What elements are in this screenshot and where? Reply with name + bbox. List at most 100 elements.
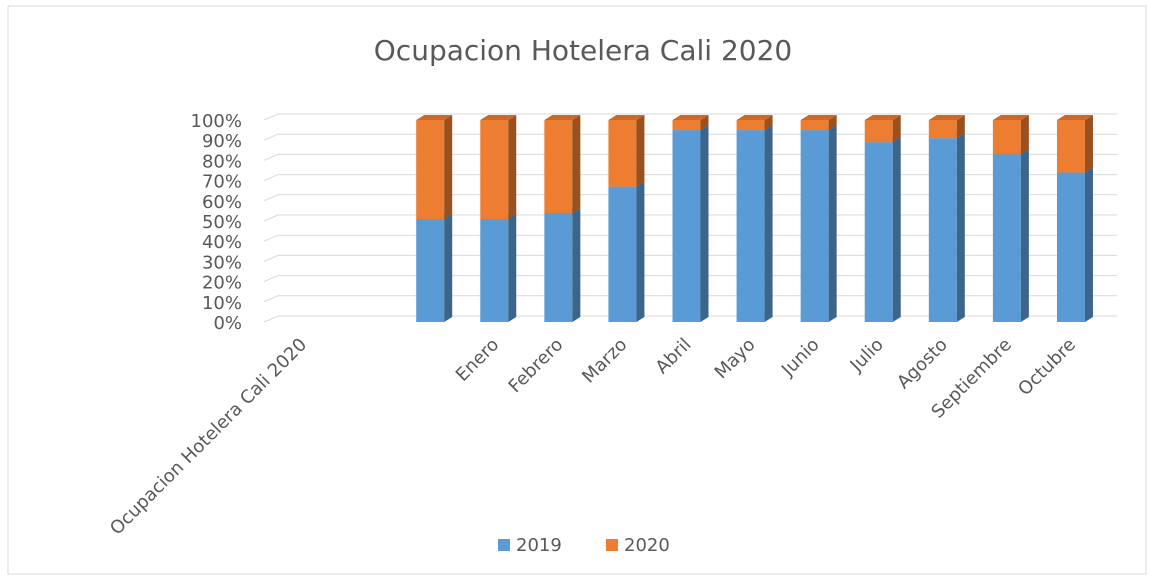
bar-side [508,115,517,219]
grid-line [263,254,1117,262]
bar [800,115,837,131]
grid-line [263,315,1117,323]
bar-side [956,115,965,139]
y-tick-label: 30% [202,252,242,273]
bar [672,115,709,131]
bar-front [736,130,765,322]
bar [864,137,901,322]
bar-front [544,120,573,213]
grid-line [263,133,1117,141]
bar-side [956,133,965,322]
grid-line [263,113,1117,121]
bar [864,115,901,143]
bar [672,125,709,322]
bar-front [480,120,509,219]
bar-side [828,125,837,322]
bar [1056,115,1093,173]
bar-side [764,125,773,322]
bar-top [928,115,965,120]
bar-side [700,115,709,131]
grid-line [263,174,1117,182]
bar-side [828,115,837,131]
bar-side [444,213,453,322]
bar-top [608,115,645,120]
bar [608,181,645,322]
grid-line [263,295,1117,303]
bar [800,125,837,322]
bar-front [544,212,573,322]
legend-swatch [498,539,510,551]
y-tick-label: 20% [202,273,242,294]
bar-top [544,115,581,120]
bar-front [864,120,893,143]
bar-front [800,130,829,322]
y-tick-label: 100% [191,111,242,132]
bar [992,115,1029,155]
bar-side [764,115,773,131]
bar [416,213,453,322]
bar [480,213,517,322]
bar-side [508,213,517,322]
bar-front [672,130,701,322]
bar-side [572,207,581,322]
bar-top [864,115,901,120]
bar-side [1020,115,1029,155]
bar-front [416,120,445,219]
grid-line [263,153,1117,161]
chart-title: Ocupacion Hotelera Cali 2020 [374,34,792,67]
bar [736,125,773,322]
bar-top [480,115,517,120]
bar [480,115,517,219]
bar-side [1020,149,1029,322]
bar-front [1056,120,1085,173]
y-tick-label: 70% [202,172,242,193]
bar-side [892,115,901,143]
bar [416,115,453,219]
legend-swatch [606,539,618,551]
bar-front [928,138,957,322]
y-tick-label: 40% [202,232,242,253]
bar [992,149,1029,322]
bar [544,115,581,213]
grid-line [263,275,1117,283]
legend-label: 2020 [624,535,670,556]
bar-side [636,181,645,322]
bar-top [992,115,1029,120]
grid-line [263,194,1117,202]
grid-line [263,234,1117,242]
bar-front [992,154,1021,322]
y-tick-label: 10% [202,293,242,314]
bar-front [416,218,445,322]
legend-label: 2019 [516,535,562,556]
bar-front [864,142,893,322]
bar [608,115,645,187]
bar-side [1084,115,1093,173]
y-tick-label: 90% [202,131,242,152]
bar-front [480,218,509,322]
bar-top [736,115,773,120]
y-tick-label: 80% [202,151,242,172]
bar [1056,167,1093,322]
bar-front [992,120,1021,155]
bar [544,207,581,322]
y-tick-label: 0% [213,313,242,334]
bar [736,115,773,131]
bar-front [608,120,637,187]
bar-front [928,120,957,139]
bar-top [416,115,453,120]
bar-top [1056,115,1093,120]
bar-front [1056,172,1085,322]
y-tick-label: 50% [202,212,242,233]
bar-front [736,120,765,131]
bar-side [700,125,709,322]
bar-front [608,186,637,322]
y-tick-label: 60% [202,192,242,213]
bar-side [444,115,453,219]
grid-line [263,214,1117,222]
bar [928,133,965,322]
bar-front [800,120,829,131]
bar-top [800,115,837,120]
bar-side [892,137,901,322]
bar [928,115,965,139]
